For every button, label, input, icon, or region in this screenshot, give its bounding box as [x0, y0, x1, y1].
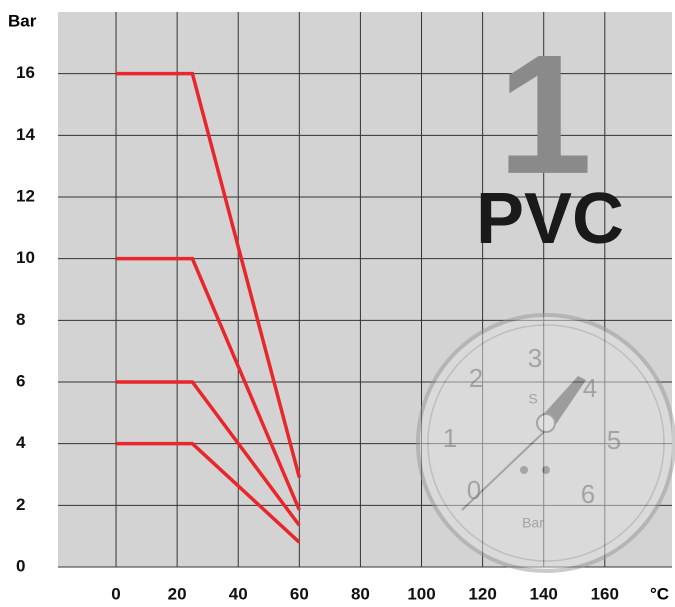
annotation-number: 1 [498, 20, 593, 210]
x-tick-label: 120 [468, 584, 496, 603]
gauge-ring [427, 324, 665, 562]
gauge-screw [520, 466, 528, 474]
series-line [116, 71, 302, 479]
gauge-label: S [528, 391, 537, 407]
gauge-label: 6 [581, 479, 595, 509]
x-tick-label: 40 [229, 584, 248, 603]
x-axis-label: °C [650, 584, 669, 603]
gauge-label: 4 [583, 373, 597, 403]
y-tick-label: 0 [16, 556, 25, 575]
y-tick-label: 8 [16, 310, 25, 329]
y-tick-label: 6 [16, 371, 25, 390]
gauge-screw [542, 466, 550, 474]
gauge-hub [536, 413, 556, 433]
x-tick-label: 140 [530, 584, 558, 603]
x-tick-label: 0 [111, 584, 120, 603]
x-tick-label: 20 [168, 584, 187, 603]
x-tick-label: 60 [290, 584, 309, 603]
x-tick-label: 100 [407, 584, 435, 603]
y-tick-label: 16 [16, 63, 35, 82]
gauge-label: 5 [607, 425, 621, 455]
gauge-label: 1 [443, 423, 457, 453]
y-tick-label: 14 [16, 125, 35, 144]
gauge-label: 0 [467, 475, 481, 505]
series-line [116, 441, 301, 544]
x-tick-label: 160 [591, 584, 619, 603]
y-axis-label: Bar [8, 11, 37, 30]
gauge-face [416, 313, 675, 573]
annotation-material: PVC [476, 179, 624, 259]
x-tick-label: 80 [351, 584, 370, 603]
y-tick-label: 2 [16, 495, 25, 514]
y-tick-label: 4 [16, 433, 26, 452]
gauge-label: 3 [528, 343, 542, 373]
y-tick-label: 12 [16, 186, 35, 205]
gauge-needle-tail [461, 429, 547, 511]
gauge [416, 313, 675, 573]
y-tick-label: 10 [16, 248, 35, 267]
series-line [116, 256, 301, 511]
gauge-label: 2 [469, 363, 483, 393]
series-line [116, 380, 301, 527]
gauge-label: Bar [522, 515, 544, 531]
